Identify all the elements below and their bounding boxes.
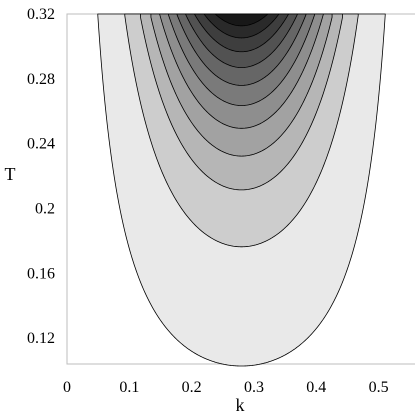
- y-tick-label-4: 0.28: [27, 71, 55, 88]
- y-tick-label-2: 0.2: [35, 200, 55, 217]
- x-tick-label-0: 0: [63, 379, 71, 396]
- contour-region-11: [214, 13, 269, 27]
- x-tick-label-3: 0.3: [244, 379, 264, 396]
- x-tick-label-5: 0.5: [369, 379, 389, 396]
- x-tick-labels: 0 0.1 0.2 0.3 0.4 0.5: [63, 379, 389, 396]
- contour-fills: [97, 13, 386, 367]
- x-tick-label-2: 0.2: [182, 379, 202, 396]
- y-tick-label-1: 0.16: [27, 265, 55, 282]
- x-tick-label-1: 0.1: [119, 379, 139, 396]
- x-axis-label: k: [236, 395, 245, 415]
- y-tick-label-0: 0.12: [27, 330, 55, 347]
- y-tick-label-3: 0.24: [27, 136, 55, 153]
- y-tick-label-5: 0.32: [27, 6, 55, 23]
- y-axis-label: T: [5, 164, 16, 184]
- x-tick-label-4: 0.4: [306, 379, 326, 396]
- y-tick-labels: 0.12 0.16 0.2 0.24 0.28 0.32: [27, 6, 55, 347]
